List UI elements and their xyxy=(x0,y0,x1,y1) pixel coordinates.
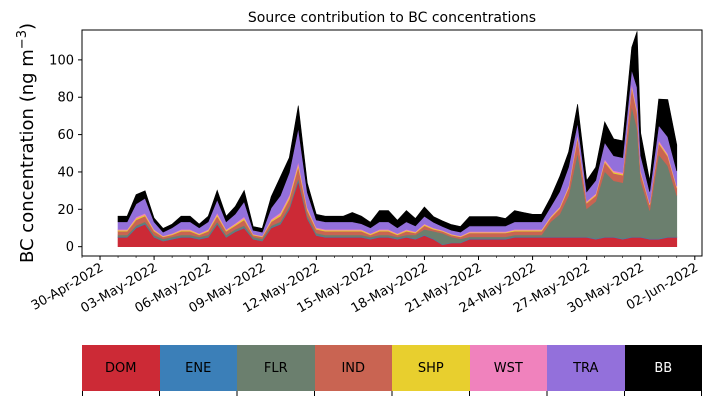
y-axis-label-main: BC concentration (ng m xyxy=(17,49,38,263)
y-axis: 0 20 40 60 80 100 xyxy=(49,53,82,255)
legend-ticks xyxy=(82,391,702,396)
y-axis-label-exponent: −3 xyxy=(15,30,30,49)
x-axis: 30-Apr-202203-May-202206-May-202209-May-… xyxy=(29,256,701,316)
plot-frame xyxy=(81,29,703,257)
y-tick-label: 100 xyxy=(49,53,74,68)
source-legend: DOM ENE FLR IND SHP WST TRA BB xyxy=(82,345,702,391)
area-series-bb xyxy=(117,31,678,233)
y-tick-label: 80 xyxy=(57,91,74,106)
legend-item-ind: IND xyxy=(314,345,392,391)
y-tick-label: 20 xyxy=(57,203,74,218)
y-axis-label-close: ) xyxy=(17,23,38,30)
chart-title: Source contribution to BC concentrations xyxy=(248,10,536,26)
y-axis-label: BC concentration (ng m−3) xyxy=(15,23,38,263)
y-tick-label: 40 xyxy=(57,165,74,180)
y-tick-label: 60 xyxy=(57,128,74,143)
stacked-area-layers xyxy=(117,31,678,247)
legend-item-dom: DOM xyxy=(82,345,160,391)
legend-item-shp: SHP xyxy=(392,345,470,391)
legend-item-wst: WST xyxy=(469,345,547,391)
legend-item-ene: ENE xyxy=(159,345,237,391)
legend-item-tra: TRA xyxy=(547,345,625,391)
legend-item-bb: BB xyxy=(624,345,702,391)
legend-item-flr: FLR xyxy=(237,345,315,391)
y-tick-label: 0 xyxy=(66,240,74,255)
